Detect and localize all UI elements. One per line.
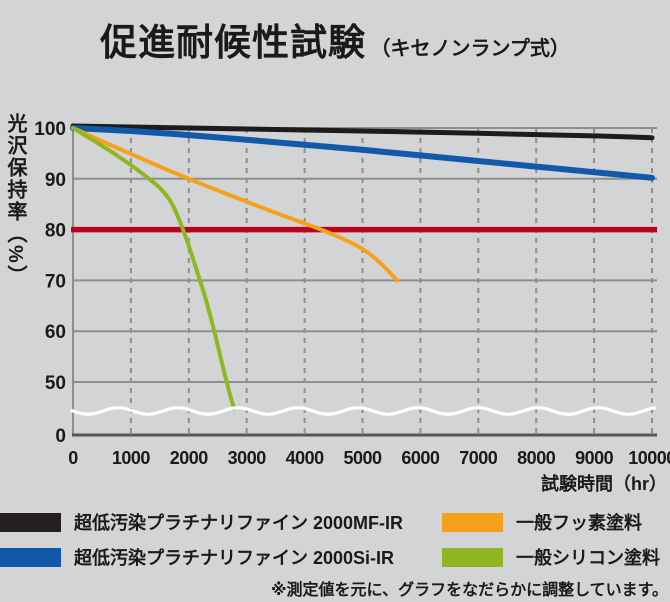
x-axis-title: 試験時間（hr） xyxy=(541,474,667,494)
x-tick-label: 4000 xyxy=(286,448,325,468)
x-tick-label: 0 xyxy=(68,448,78,468)
legend-swatch-blue xyxy=(0,547,61,567)
legend-label: 一般シリコン塗料 xyxy=(516,548,660,568)
series-curve-2 xyxy=(71,126,400,283)
legend-label: 超低汚染プラチナリファイン 2000Si-IR xyxy=(74,548,395,568)
axis-break-wave xyxy=(70,406,657,416)
series-curve-1 xyxy=(70,125,655,181)
legend-item-fluorine: 一般フッ素塗料 xyxy=(442,509,642,535)
y-tick-label: 90 xyxy=(45,170,66,191)
legend-item-2000si-ir: 超低汚染プラチナリファイン 2000Si-IR xyxy=(0,544,394,570)
legend-swatch-orange xyxy=(442,512,503,532)
y-tick-label: 50 xyxy=(45,373,66,394)
y-tick-label: 0 xyxy=(55,426,66,447)
y-tick-label: 80 xyxy=(45,221,66,242)
legend-item-silicone: 一般シリコン塗料 xyxy=(442,544,660,570)
y-tick-label: 70 xyxy=(45,271,66,292)
x-tick-label: 10000 xyxy=(628,448,670,468)
y-tick-label: 100 xyxy=(34,119,66,140)
legend-swatch-black xyxy=(0,512,61,532)
x-tick-label: 8000 xyxy=(517,448,556,468)
series-curve-3 xyxy=(71,126,236,411)
legend-swatch-green xyxy=(442,547,503,567)
x-tick-label: 2000 xyxy=(170,448,209,468)
chart-title-main: 促進耐候性試験 xyxy=(100,22,367,63)
y-tick-label: 60 xyxy=(45,322,66,343)
footnote: ※測定値を元に、グラフをなだらかに調整しています。 xyxy=(271,582,668,599)
x-tick-label: 3000 xyxy=(228,448,267,468)
y-axis-title: 光沢保持率（%） xyxy=(4,113,26,287)
x-tick-label: 5000 xyxy=(343,448,382,468)
chart-title: 促進耐候性試験 （キセノンランプ式） xyxy=(0,12,670,66)
chart-title-sub: （キセノンランプ式） xyxy=(370,38,570,60)
x-tick-label: 1000 xyxy=(112,448,151,468)
x-tick-label: 9000 xyxy=(575,448,614,468)
legend-label: 一般フッ素塗料 xyxy=(516,513,642,533)
legend-label: 超低汚染プラチナリファイン 2000MF-IR xyxy=(74,513,404,533)
x-tick-label: 7000 xyxy=(459,448,498,468)
series-curve-0 xyxy=(70,123,655,141)
legend-item-2000mf-ir: 超低汚染プラチナリファイン 2000MF-IR xyxy=(0,509,403,535)
x-tick-label: 6000 xyxy=(401,448,440,468)
